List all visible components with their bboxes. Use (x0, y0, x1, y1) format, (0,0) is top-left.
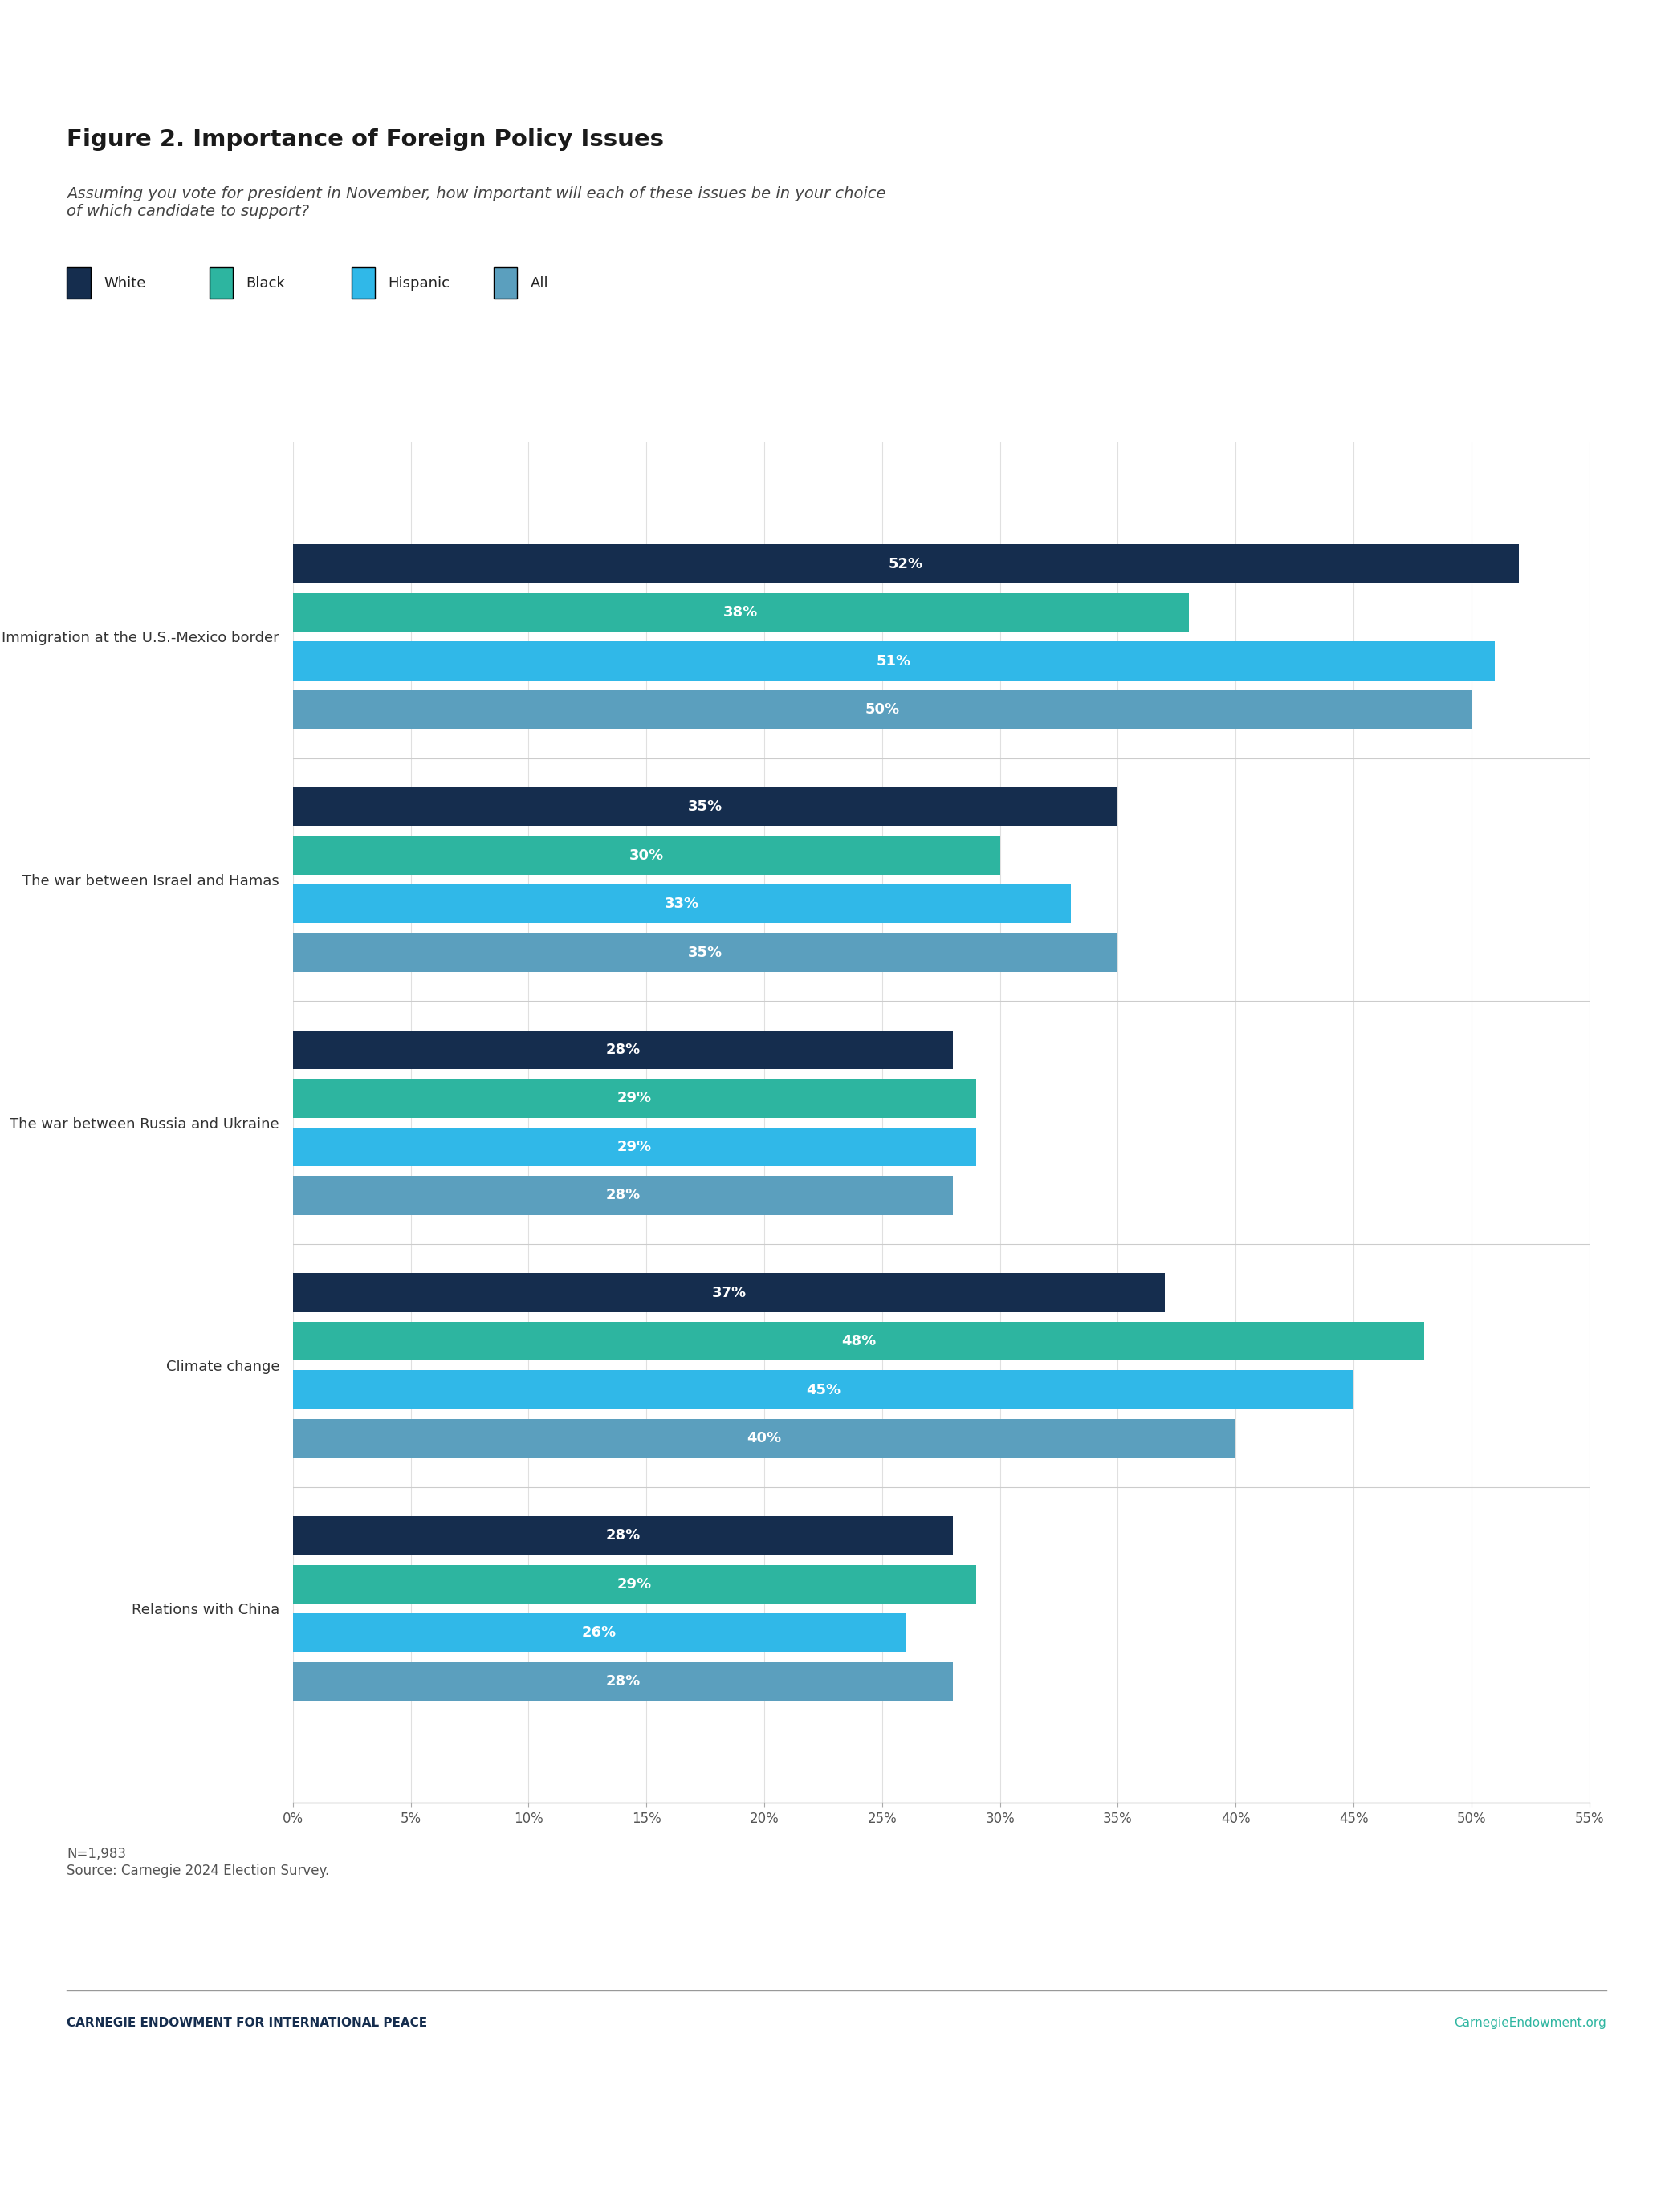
Text: 29%: 29% (617, 1091, 652, 1106)
Bar (293, 544, 1519, 584)
Text: 28%: 28% (606, 1188, 641, 1203)
Text: 29%: 29% (617, 1139, 652, 1155)
Text: 30%: 30% (629, 847, 664, 863)
Text: Figure 2. Importance of Foreign Policy Issues: Figure 2. Importance of Foreign Policy I… (67, 128, 664, 150)
Text: 28%: 28% (606, 1042, 641, 1057)
Bar (293, 641, 1496, 681)
Bar (293, 885, 1071, 922)
Bar (293, 593, 1188, 633)
Bar (293, 933, 1118, 971)
Text: 28%: 28% (606, 1674, 641, 1688)
Bar (293, 836, 1000, 874)
Text: CARNEGIE ENDOWMENT FOR INTERNATIONAL PEACE: CARNEGIE ENDOWMENT FOR INTERNATIONAL PEA… (67, 2017, 428, 2028)
Text: 35%: 35% (688, 799, 723, 814)
Bar (293, 1079, 977, 1117)
Bar (293, 1371, 1353, 1409)
Text: 28%: 28% (606, 1528, 641, 1542)
Bar (293, 1613, 905, 1652)
Bar (293, 690, 1472, 730)
Text: 33%: 33% (664, 896, 699, 911)
Text: 29%: 29% (617, 1577, 652, 1590)
Text: Hispanic: Hispanic (388, 276, 450, 290)
Text: 45%: 45% (806, 1382, 840, 1398)
Text: 35%: 35% (688, 945, 723, 960)
Bar (293, 1031, 954, 1068)
Text: 48%: 48% (842, 1334, 877, 1349)
Bar (293, 1418, 1236, 1458)
Bar (293, 1515, 954, 1555)
Bar (293, 1661, 954, 1701)
Bar (293, 787, 1118, 827)
Text: 26%: 26% (582, 1626, 617, 1639)
Bar (293, 1564, 977, 1604)
Bar (293, 1128, 977, 1166)
Text: 52%: 52% (888, 557, 923, 571)
Text: All: All (530, 276, 549, 290)
Bar (293, 1177, 954, 1214)
Text: 50%: 50% (865, 703, 900, 717)
Text: White: White (104, 276, 146, 290)
Text: 40%: 40% (746, 1431, 781, 1447)
Text: 37%: 37% (711, 1285, 746, 1301)
Bar (293, 1274, 1164, 1312)
Bar (293, 1323, 1424, 1360)
Text: CarnegieEndowment.org: CarnegieEndowment.org (1454, 2017, 1606, 2028)
Text: 51%: 51% (877, 655, 912, 668)
Text: N=1,983
Source: Carnegie 2024 Election Survey.: N=1,983 Source: Carnegie 2024 Election S… (67, 1847, 330, 1878)
Text: 38%: 38% (723, 606, 758, 619)
Text: Black: Black (246, 276, 284, 290)
Text: Assuming you vote for president in November, how important will each of these is: Assuming you vote for president in Novem… (67, 186, 887, 219)
